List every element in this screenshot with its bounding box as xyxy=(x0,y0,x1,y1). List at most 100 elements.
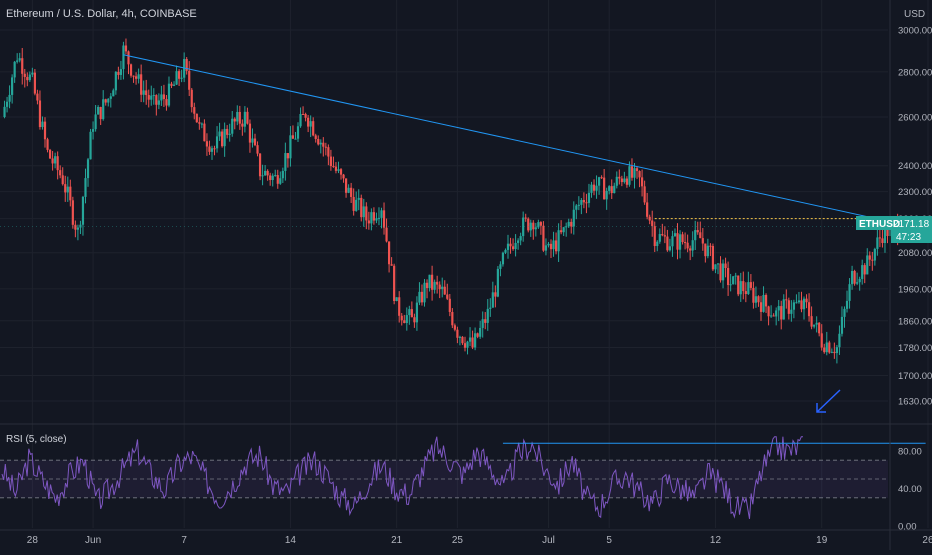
candle[interactable] xyxy=(264,165,267,176)
candle[interactable] xyxy=(676,223,679,260)
candle[interactable] xyxy=(102,90,105,121)
candle[interactable] xyxy=(296,122,300,142)
candle[interactable] xyxy=(428,274,431,292)
candle[interactable] xyxy=(155,94,158,116)
candle[interactable] xyxy=(785,289,788,309)
candle[interactable] xyxy=(438,281,441,299)
candle[interactable] xyxy=(474,327,477,351)
candle[interactable] xyxy=(246,107,249,125)
candle[interactable] xyxy=(542,221,545,252)
candle[interactable] xyxy=(866,248,869,275)
candle[interactable] xyxy=(233,117,236,130)
candle[interactable] xyxy=(651,210,654,237)
candle[interactable] xyxy=(446,283,449,301)
candle[interactable] xyxy=(458,335,462,346)
candle[interactable] xyxy=(274,169,277,177)
candle[interactable] xyxy=(312,117,315,137)
candle[interactable] xyxy=(420,284,424,306)
candle[interactable] xyxy=(504,248,507,255)
candle[interactable] xyxy=(861,259,864,285)
candle[interactable] xyxy=(322,137,325,157)
candle[interactable] xyxy=(114,70,117,95)
candle[interactable] xyxy=(694,220,697,251)
candle[interactable] xyxy=(61,167,64,186)
candle[interactable] xyxy=(64,175,67,202)
candle[interactable] xyxy=(618,169,621,185)
candle[interactable] xyxy=(711,243,715,272)
candle[interactable] xyxy=(833,342,836,359)
candle[interactable] xyxy=(590,181,593,198)
candle[interactable] xyxy=(198,117,201,130)
candle[interactable] xyxy=(825,331,828,356)
candle[interactable] xyxy=(575,204,578,220)
candle[interactable] xyxy=(301,106,305,115)
candle[interactable] xyxy=(552,231,555,257)
candle[interactable] xyxy=(721,259,725,289)
candle[interactable] xyxy=(673,228,677,237)
time-axis[interactable]: 28 Jun 7 14 21 25 Jul 5 12 19 26 xyxy=(27,535,932,546)
candle[interactable] xyxy=(365,202,368,230)
candle[interactable] xyxy=(329,149,332,171)
candle[interactable] xyxy=(23,68,26,88)
candle[interactable] xyxy=(587,183,591,208)
rsi-axis[interactable]: 80.00 40.00 0.00 xyxy=(898,446,922,532)
candle[interactable] xyxy=(205,133,209,156)
candle[interactable] xyxy=(271,173,274,187)
candle[interactable] xyxy=(466,340,469,355)
candle[interactable] xyxy=(314,133,317,143)
candle[interactable] xyxy=(724,257,727,278)
candle[interactable] xyxy=(514,234,517,257)
candle[interactable] xyxy=(31,67,34,78)
candle[interactable] xyxy=(69,179,72,207)
candle[interactable] xyxy=(456,326,459,344)
candle[interactable] xyxy=(868,251,871,267)
candle[interactable] xyxy=(600,175,603,179)
candle[interactable] xyxy=(653,221,656,252)
candle[interactable] xyxy=(666,229,669,252)
candle[interactable] xyxy=(129,63,133,78)
candle[interactable] xyxy=(150,85,153,106)
candle[interactable] xyxy=(554,232,558,255)
candle[interactable] xyxy=(532,220,535,240)
candle[interactable] xyxy=(780,300,783,330)
candle[interactable] xyxy=(838,325,841,355)
candle[interactable] xyxy=(716,263,720,275)
candle[interactable] xyxy=(167,76,171,108)
candle[interactable] xyxy=(643,180,646,205)
candle[interactable] xyxy=(352,188,355,216)
candle[interactable] xyxy=(248,119,252,153)
candle[interactable] xyxy=(560,220,563,235)
candle[interactable] xyxy=(431,265,434,301)
candle[interactable] xyxy=(539,221,542,235)
candle[interactable] xyxy=(747,271,750,296)
candle[interactable] xyxy=(241,119,244,136)
candle[interactable] xyxy=(266,169,269,181)
candle[interactable] xyxy=(605,187,608,210)
candle[interactable] xyxy=(549,239,553,259)
candle[interactable] xyxy=(499,261,502,277)
candle[interactable] xyxy=(881,229,884,248)
candle[interactable] xyxy=(850,265,854,290)
candle[interactable] xyxy=(527,217,530,233)
candle[interactable] xyxy=(393,263,396,305)
candle[interactable] xyxy=(117,66,120,80)
candle[interactable] xyxy=(415,296,419,331)
candle[interactable] xyxy=(681,231,684,245)
candle[interactable] xyxy=(261,164,264,186)
candle[interactable] xyxy=(615,171,618,189)
candle[interactable] xyxy=(13,60,16,83)
candle[interactable] xyxy=(228,123,231,142)
candle[interactable] xyxy=(463,336,467,352)
candle[interactable] xyxy=(253,133,257,147)
candle[interactable] xyxy=(597,176,601,195)
candle[interactable] xyxy=(668,238,672,252)
candle[interactable] xyxy=(709,243,712,257)
candle[interactable] xyxy=(807,293,811,322)
candle[interactable] xyxy=(635,166,639,179)
candle[interactable] xyxy=(370,208,373,231)
candle[interactable] xyxy=(848,278,851,309)
candle[interactable] xyxy=(180,69,183,83)
candle[interactable] xyxy=(486,299,489,331)
